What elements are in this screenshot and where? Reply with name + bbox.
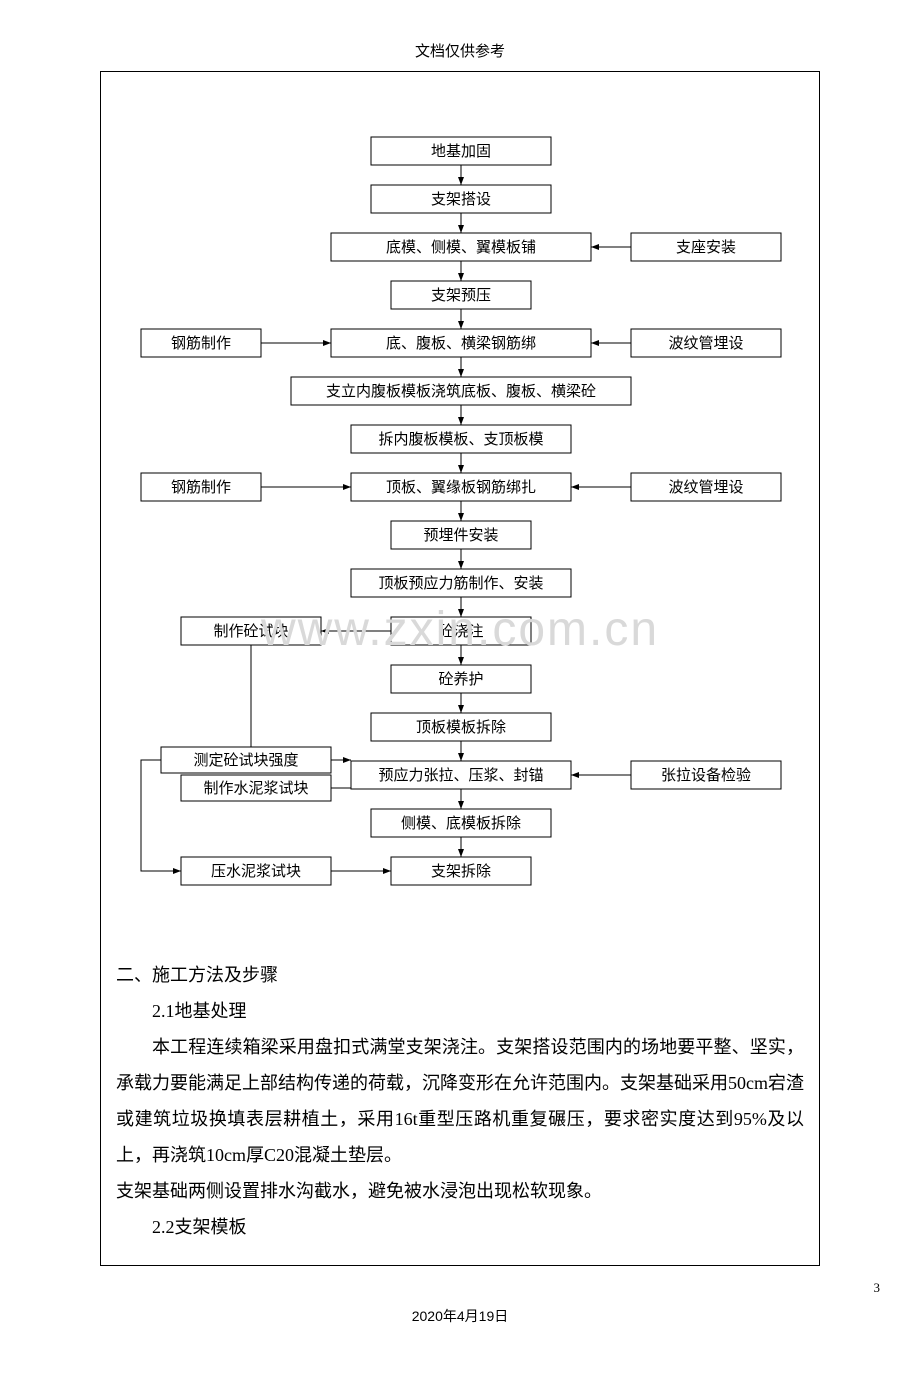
flow-node-label: 制作砼试块 — [213, 623, 288, 640]
flow-node-label: 砼浇注 — [438, 623, 483, 640]
flow-node-label: 支座安装 — [676, 239, 736, 256]
page: 文档仅供参考 www.zxin.com.cn 地基加固支架搭设底模、侧模、翼模板… — [0, 0, 920, 1386]
footer-date: 2020年4月19日 — [0, 1306, 920, 1326]
flow-node-label: 支架预压 — [431, 287, 491, 304]
flow-node-label: 钢筋制作 — [171, 335, 231, 352]
flow-node-label: 侧模、底模板拆除 — [401, 814, 521, 832]
flow-edge — [141, 760, 181, 871]
flow-node-label: 砼养护 — [438, 671, 483, 688]
flow-node-label: 制作水泥浆试块 — [203, 779, 308, 797]
flow-node-label: 底、腹板、横梁钢筋绑 — [386, 334, 536, 352]
paragraph-2: 支架基础两侧设置排水沟截水，避免被水浸泡出现松软现象。 — [116, 1173, 804, 1209]
diagram-container: www.zxin.com.cn 地基加固支架搭设底模、侧模、翼模板铺支座安装支架… — [100, 71, 820, 1266]
flow-node-label: 波纹管埋设 — [668, 335, 743, 352]
flow-node-label: 拆内腹板模板、支顶板模 — [378, 430, 543, 448]
flow-node-label: 张拉设备检验 — [661, 767, 751, 784]
flow-node-label: 底模、侧模、翼模板铺 — [386, 238, 536, 256]
section-title: 二、施工方法及步骤 — [116, 957, 804, 993]
body-text: 二、施工方法及步骤 2.1地基处理 本工程连续箱梁采用盘扣式满堂支架浇注。支架搭… — [101, 947, 819, 1245]
flow-node-label: 预应力张拉、压浆、封锚 — [378, 766, 543, 784]
flowchart: 地基加固支架搭设底模、侧模、翼模板铺 支座安装支架预压钢筋制作 底、腹板、横梁钢筋绑… — [101, 82, 821, 942]
page-number: 3 — [874, 1280, 881, 1296]
flow-node-label: 顶板预应力筋制作、安装 — [378, 574, 543, 592]
header-note: 文档仅供参考 — [0, 40, 920, 61]
flow-node-label: 波纹管埋设 — [668, 479, 743, 496]
flow-node-label: 地基加固 — [431, 143, 491, 160]
flow-node-label: 测定砼试块强度 — [193, 752, 298, 769]
flow-node-label: 支立内腹板模板浇筑底板、腹板、横梁砼 — [326, 382, 596, 400]
flow-node-label: 顶板、翼缘板钢筋绑扎 — [386, 478, 536, 496]
flow-node-label: 支架搭设 — [431, 191, 491, 208]
flow-node-label: 顶板模板拆除 — [416, 718, 506, 736]
paragraph-1: 本工程连续箱梁采用盘扣式满堂支架浇注。支架搭设范围内的场地要平整、坚实，承载力要… — [116, 1029, 804, 1173]
flow-node-label: 压水泥浆试块 — [211, 862, 301, 880]
sub-2-2-title: 2.2支架模板 — [116, 1209, 804, 1245]
sub-2-1-title: 2.1地基处理 — [116, 993, 804, 1029]
flow-node-label: 钢筋制作 — [171, 479, 231, 496]
flow-node-label: 支架拆除 — [431, 863, 491, 880]
flow-node-label: 预埋件安装 — [423, 527, 498, 544]
